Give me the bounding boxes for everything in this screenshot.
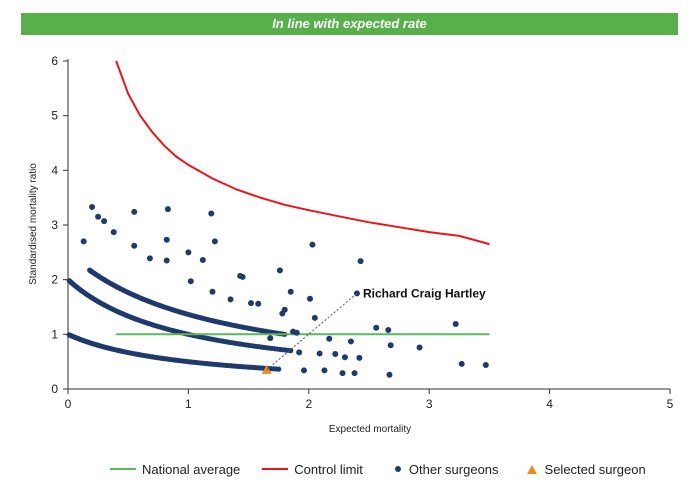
legend-item-other-surgeons[interactable]: Other surgeons bbox=[385, 462, 499, 477]
surgeon-point bbox=[255, 300, 262, 307]
y-tick-label: 0 bbox=[51, 382, 58, 396]
surgeon-point bbox=[351, 370, 358, 377]
surgeon-point bbox=[208, 210, 215, 217]
legend-label: Other surgeons bbox=[408, 461, 499, 477]
surgeon-point bbox=[95, 213, 102, 220]
x-tick-label: 3 bbox=[426, 397, 433, 411]
surgeon-point bbox=[163, 236, 170, 243]
surgeon-point bbox=[307, 295, 314, 302]
y-tick-label: 2 bbox=[51, 273, 58, 287]
surgeon-point bbox=[373, 324, 380, 331]
surgeon-point bbox=[326, 335, 333, 342]
surgeon-point bbox=[131, 208, 138, 215]
x-tick-label: 5 bbox=[667, 397, 674, 411]
surgeon-point bbox=[332, 351, 339, 358]
legend-swatch-line bbox=[262, 468, 289, 470]
chart-banner: In line with expected rate bbox=[21, 13, 678, 35]
y-tick-label: 5 bbox=[51, 109, 58, 123]
legend-item-control-limit[interactable]: Control limit bbox=[262, 462, 363, 477]
surgeon-point bbox=[237, 272, 244, 279]
surgeon-point bbox=[211, 238, 218, 245]
y-tick-label: 1 bbox=[51, 327, 58, 341]
y-tick-label: 6 bbox=[51, 54, 58, 68]
surgeon-point bbox=[356, 354, 363, 361]
y-tick-label: 4 bbox=[51, 163, 58, 177]
surgeon-point bbox=[452, 320, 459, 327]
legend-item-national-average[interactable]: National average bbox=[110, 462, 240, 477]
surgeon-point bbox=[80, 238, 87, 245]
surgeon-point bbox=[293, 329, 300, 336]
surgeon-point bbox=[357, 258, 364, 265]
surgeon-point bbox=[248, 300, 255, 307]
control-limit-line bbox=[115, 60, 490, 246]
surgeon-point bbox=[146, 255, 153, 262]
y-tick-label: 3 bbox=[51, 218, 58, 232]
surgeon-point bbox=[89, 203, 96, 210]
surgeon-point bbox=[187, 278, 194, 285]
surgeon-point bbox=[101, 218, 108, 225]
surgeon-point bbox=[300, 367, 307, 374]
surgeon-point bbox=[267, 335, 274, 342]
surgeon-point bbox=[321, 367, 328, 374]
callout: Richard Craig Hartley bbox=[266, 286, 486, 371]
surgeon-point bbox=[309, 241, 316, 248]
surgeon-point bbox=[458, 360, 465, 367]
surgeon-point bbox=[341, 354, 348, 361]
x-tick-label: 1 bbox=[185, 397, 192, 411]
surgeon-point bbox=[227, 296, 234, 303]
surgeon-point bbox=[110, 229, 117, 236]
legend-swatch-triangle bbox=[526, 464, 537, 474]
surgeon-point bbox=[316, 350, 323, 357]
surgeon-point bbox=[185, 249, 192, 256]
surgeon-point bbox=[482, 361, 489, 368]
surgeon-point bbox=[296, 349, 303, 356]
surgeon-point bbox=[163, 257, 170, 264]
surgeon-point bbox=[416, 344, 423, 351]
x-tick-label: 0 bbox=[65, 397, 72, 411]
legend: National average Control limit Other sur… bbox=[110, 460, 668, 478]
surgeon-point bbox=[276, 366, 282, 372]
surgeon-point bbox=[339, 370, 346, 377]
surgeon-point bbox=[164, 206, 171, 213]
surgeon-point bbox=[288, 348, 294, 354]
x-axis-label: Expected mortality bbox=[329, 424, 411, 435]
plot-series bbox=[66, 60, 490, 378]
surgeon-point bbox=[385, 326, 392, 333]
legend-label: Selected surgeon bbox=[544, 461, 646, 477]
surgeon-point bbox=[209, 288, 216, 295]
surgeon-point bbox=[131, 242, 138, 249]
legend-label: Control limit bbox=[294, 461, 363, 477]
surgeon-point bbox=[347, 338, 354, 345]
x-tick-label: 4 bbox=[546, 397, 553, 411]
surgeon-point bbox=[279, 310, 286, 317]
surgeon-point bbox=[276, 267, 283, 274]
surgeon-point bbox=[311, 314, 318, 321]
callout-label: Richard Craig Hartley bbox=[363, 286, 486, 300]
surgeon-point bbox=[199, 256, 206, 263]
surgeon-point bbox=[387, 342, 394, 349]
legend-label: National average bbox=[142, 461, 241, 477]
legend-swatch-dot bbox=[394, 466, 401, 472]
surgeon-point bbox=[287, 288, 294, 295]
surgeon-point bbox=[386, 371, 393, 378]
legend-swatch-line bbox=[110, 468, 136, 470]
x-tick-label: 2 bbox=[305, 397, 312, 411]
y-axis-label: Standardised mortality ratio bbox=[28, 163, 39, 285]
legend-item-selected-surgeon[interactable]: Selected surgeon bbox=[521, 462, 646, 477]
